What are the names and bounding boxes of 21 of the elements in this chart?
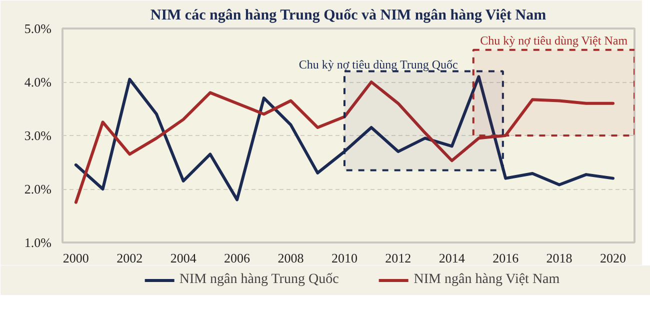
x-tick-label: 2012 (385, 250, 412, 266)
legend-label: NIM ngân hàng Việt Nam (414, 272, 560, 288)
x-tick-label: 2010 (331, 250, 358, 266)
x-tick-label: 2000 (62, 250, 89, 266)
x-tick-label: 2008 (278, 250, 304, 266)
x-tick-label: 2006 (224, 250, 251, 266)
band-label: Chu kỳ nợ tiêu dùng Việt Nam (480, 33, 628, 48)
x-tick-label: 2016 (492, 250, 520, 266)
band-label: Chu kỳ nợ tiêu dùng Trung Quốc (298, 57, 458, 72)
y-tick-label: 4.0% (24, 74, 52, 90)
chart-title: NIM các ngân hàng Trung Quốc và NIM ngân hàng Việt Nam (150, 8, 547, 24)
x-tick-label: 2020 (600, 250, 626, 266)
x-tick-label: 2004 (170, 250, 197, 266)
y-tick-label: 1.0% (24, 235, 52, 250)
y-tick-label: 3.0% (24, 128, 52, 143)
y-tick-label: 2.0% (24, 182, 52, 196)
x-tick-label: 2002 (116, 250, 143, 266)
x-tick-label: 2014 (438, 250, 466, 266)
y-tick-label: 5.0% (24, 21, 52, 36)
x-tick-label: 2018 (546, 250, 572, 266)
legend-label: NIM ngân hàng Trung Quốc (179, 272, 339, 288)
